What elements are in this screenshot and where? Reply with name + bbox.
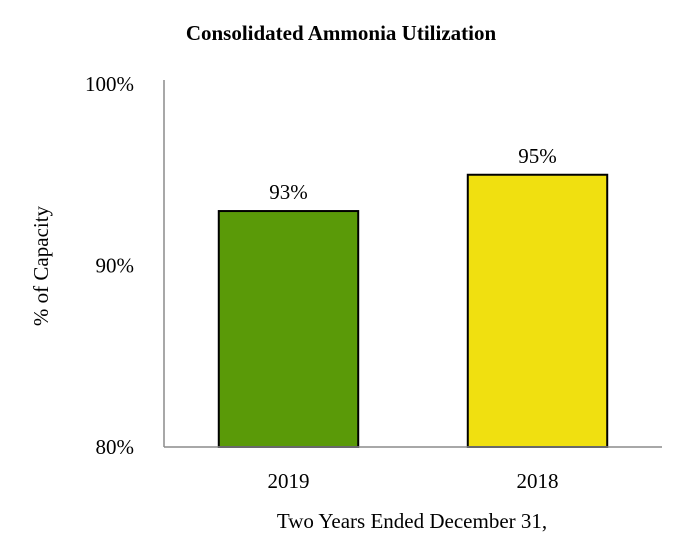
bar-2019 [217,210,360,448]
axes [163,80,662,448]
chart-title: Consolidated Ammonia Utilization [186,21,497,45]
y-tick-100: 100% [85,72,134,96]
x-tick-2019: 2019 [268,469,310,493]
ticks: 2019 2018 80% 90% 100% [85,72,559,493]
x-tick-2018: 2018 [517,469,559,493]
data-label-2019: 93% [269,180,308,204]
x-axis-label: Two Years Ended December 31, [277,509,547,533]
y-tick-90: 90% [96,254,135,278]
y-tick-80: 80% [96,435,135,459]
bar-2018 [466,173,609,448]
bars: 93% 95% [217,144,609,448]
data-label-2018: 95% [518,144,557,168]
y-axis-label: % of Capacity [29,205,53,326]
